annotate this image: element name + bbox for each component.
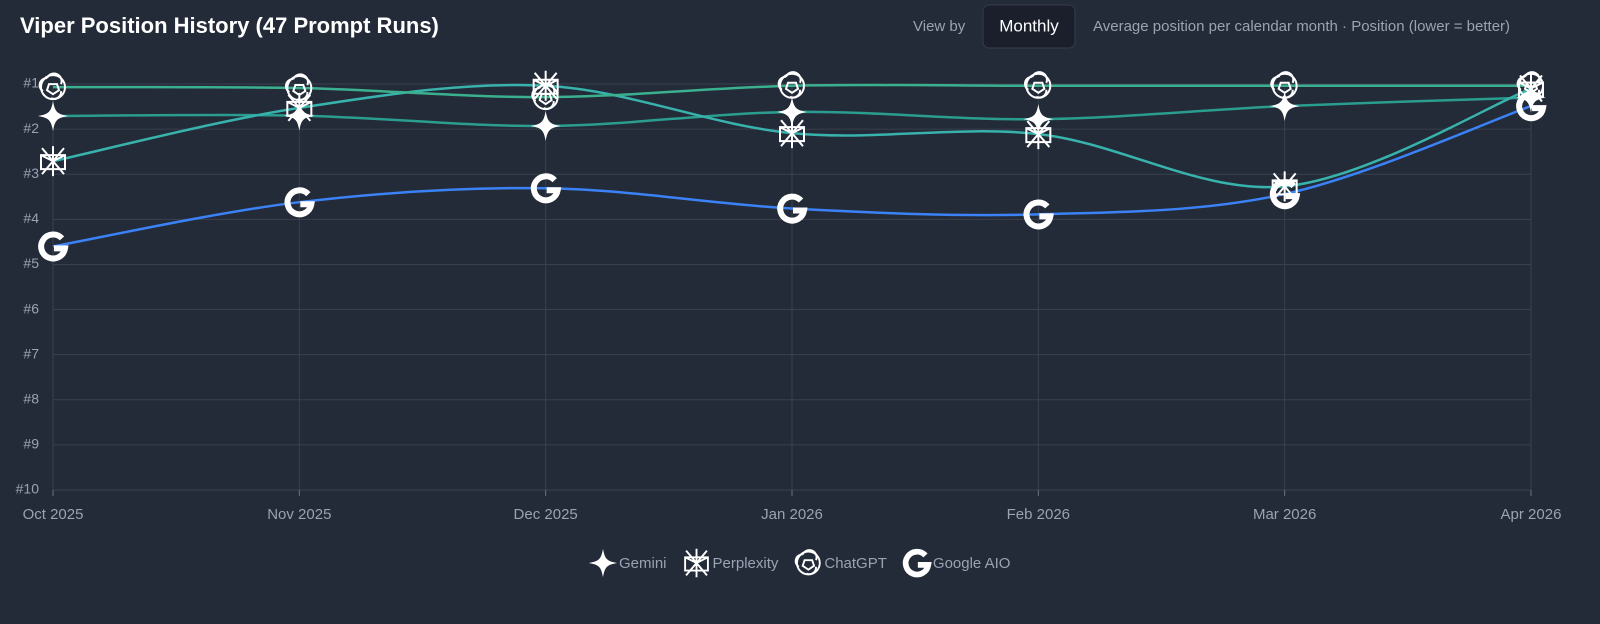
x-tick-label: Apr 2026 bbox=[1501, 506, 1562, 523]
data-point bbox=[1023, 199, 1054, 230]
y-tick-label: #9 bbox=[23, 436, 39, 452]
perplexity-icon bbox=[286, 92, 313, 123]
data-point bbox=[1269, 179, 1301, 210]
perplexity-icon bbox=[1271, 171, 1298, 202]
gemini-icon bbox=[38, 101, 68, 132]
chatgpt-icon-inner bbox=[794, 549, 818, 575]
x-tick-label: Oct 2025 bbox=[23, 506, 84, 523]
x-tick-label: Feb 2026 bbox=[1007, 506, 1070, 523]
google-icon bbox=[902, 548, 932, 578]
y-tick-label: #8 bbox=[23, 390, 39, 406]
data-point bbox=[777, 96, 807, 127]
legend: Gemini Perplexity ChatGPT Google AIO bbox=[588, 548, 1011, 578]
y-tick-label: #4 bbox=[23, 210, 39, 226]
data-point bbox=[530, 173, 562, 204]
data-point bbox=[1025, 119, 1052, 150]
google-icon bbox=[530, 173, 562, 204]
y-tick-label: #6 bbox=[23, 300, 39, 316]
data-point bbox=[38, 231, 69, 262]
chatgpt-icon-inner bbox=[531, 82, 556, 110]
y-tick-label: #3 bbox=[23, 165, 39, 181]
x-tick-label: Nov 2025 bbox=[267, 506, 331, 523]
data-point bbox=[284, 187, 315, 218]
gemini-icon bbox=[777, 96, 807, 127]
google-icon bbox=[1269, 179, 1301, 210]
perplexity-icon bbox=[684, 548, 709, 578]
perplexity-icon bbox=[779, 118, 805, 149]
view-mode-button[interactable] bbox=[982, 4, 1076, 49]
legend-icon bbox=[902, 548, 932, 578]
data-point bbox=[286, 92, 313, 123]
chart-title: Viper Position History (47 Prompt Runs) bbox=[20, 13, 439, 38]
y-tick-label: #7 bbox=[23, 345, 39, 361]
data-point bbox=[1023, 71, 1052, 99]
google-icon bbox=[1023, 199, 1054, 230]
legend-label: Perplexity bbox=[713, 555, 779, 572]
legend-icon bbox=[794, 549, 821, 576]
chatgpt-icon-inner bbox=[1023, 71, 1048, 99]
google-icon bbox=[284, 187, 315, 218]
perplexity-icon bbox=[1518, 73, 1544, 104]
data-point bbox=[40, 146, 66, 177]
data-point bbox=[1516, 91, 1547, 122]
data-point bbox=[1270, 71, 1298, 99]
view-by-label: View by bbox=[913, 18, 966, 35]
google-icon bbox=[777, 193, 808, 224]
data-point bbox=[38, 101, 68, 132]
view-mode[interactable]: Monthly bbox=[999, 16, 1059, 35]
subtitle: Average position per calendar month · Po… bbox=[1093, 18, 1510, 35]
y-tick-label: #10 bbox=[16, 481, 40, 497]
legend-label: Google AIO bbox=[933, 555, 1011, 572]
data-point bbox=[284, 73, 313, 102]
data-point bbox=[779, 118, 805, 149]
perplexity-icon bbox=[1025, 119, 1052, 150]
data-point bbox=[777, 193, 808, 224]
data-point bbox=[38, 72, 66, 101]
gemini-icon bbox=[530, 110, 561, 141]
y-tick-label: #1 bbox=[23, 75, 39, 91]
chatgpt-icon-inner bbox=[38, 72, 63, 100]
perplexity-icon bbox=[40, 146, 66, 177]
chatgpt-icon-inner bbox=[284, 73, 309, 101]
legend-icon bbox=[588, 548, 618, 578]
y-tick-label: #5 bbox=[23, 255, 39, 271]
gemini-icon bbox=[588, 548, 618, 578]
legend-label: Gemini bbox=[619, 555, 667, 572]
legend-icon bbox=[684, 548, 709, 578]
data-point bbox=[777, 71, 805, 99]
google-icon bbox=[1516, 91, 1547, 122]
x-tick-label: Mar 2026 bbox=[1253, 506, 1316, 523]
data-point bbox=[1518, 73, 1544, 104]
chatgpt-icon-inner bbox=[1270, 71, 1295, 99]
gemini-icon bbox=[1269, 91, 1300, 122]
data-point bbox=[531, 82, 559, 111]
data-point bbox=[1269, 91, 1300, 122]
legend-label: ChatGPT bbox=[824, 555, 887, 572]
x-tick-label: Dec 2025 bbox=[514, 506, 578, 523]
chatgpt-icon-inner bbox=[777, 71, 802, 99]
y-tick-label: #2 bbox=[23, 120, 39, 136]
series-line bbox=[52, 83, 1531, 99]
data-point bbox=[1271, 171, 1298, 202]
data-point bbox=[530, 110, 561, 141]
google-icon bbox=[38, 231, 69, 262]
x-tick-label: Jan 2026 bbox=[761, 506, 823, 523]
